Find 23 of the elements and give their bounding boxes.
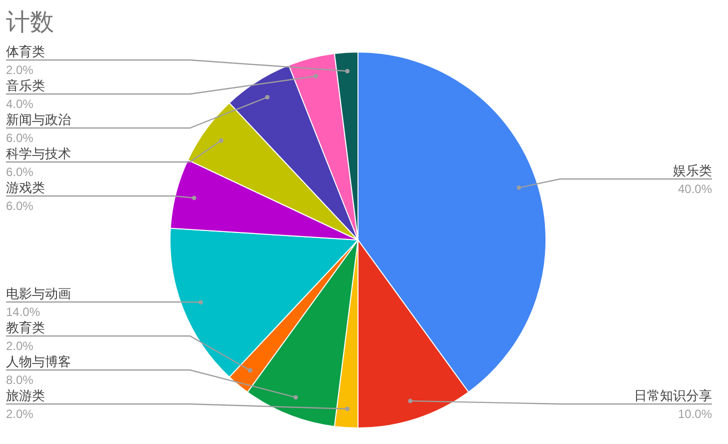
slice-label: 科学与技术: [6, 146, 71, 161]
data-label: 40.0%: [678, 182, 712, 196]
data-label: 6.0%: [6, 165, 34, 179]
slice-label: 新闻与政治: [6, 112, 71, 127]
slice-label: 旅游类: [6, 388, 45, 403]
data-label: 2.0%: [6, 63, 34, 77]
data-label: 2.0%: [6, 407, 34, 421]
slice-label: 游戏类: [6, 180, 45, 195]
data-label: 6.0%: [6, 199, 34, 213]
slice-label: 娱乐类: [673, 163, 712, 178]
data-label: 2.0%: [6, 339, 34, 353]
slice-label: 体育类: [6, 44, 45, 59]
data-label: 4.0%: [6, 97, 34, 111]
data-label: 8.0%: [6, 373, 34, 387]
slice-label: 电影与动画: [6, 286, 71, 301]
slice-label: 日常知识分享: [634, 388, 712, 403]
slice-label: 教育类: [6, 320, 45, 335]
slice-label: 音乐类: [6, 78, 45, 93]
chart-title: 计数: [6, 9, 54, 36]
data-label: 6.0%: [6, 131, 34, 145]
slice-label: 人物与博客: [6, 354, 71, 369]
data-label: 10.0%: [678, 407, 712, 421]
data-label: 14.0%: [6, 305, 40, 319]
